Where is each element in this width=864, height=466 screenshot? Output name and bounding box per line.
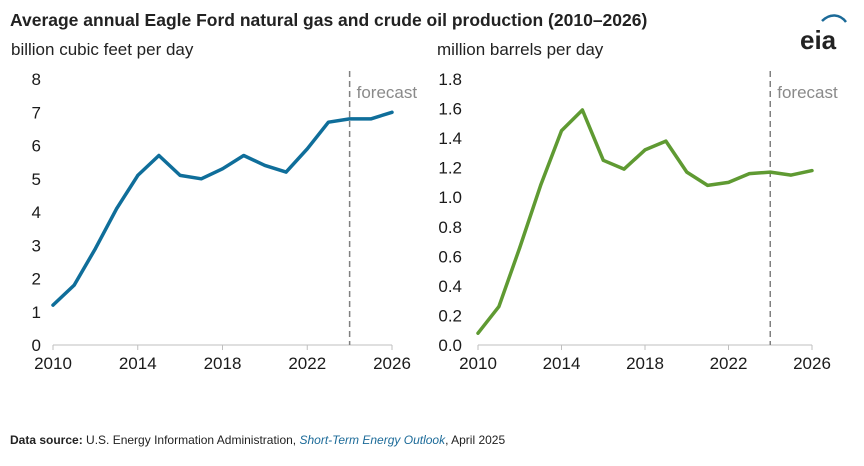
gas-production-chart: 0 1 2 3 4 5 6 7 8 2010 2014 2018 2022 2026 forecast bbox=[32, 70, 418, 373]
x-tick-label: 2022 bbox=[288, 354, 326, 373]
oil-production-chart: 0.0 0.2 0.4 0.6 0.8 1.0 1.2 1.4 1.6 1.8 2010 2014 20… bbox=[438, 70, 838, 373]
data-point bbox=[622, 167, 626, 171]
data-point bbox=[560, 129, 563, 133]
x-tick-label: 2018 bbox=[204, 354, 242, 373]
y-tick-label: 1.4 bbox=[438, 129, 462, 148]
data-point bbox=[178, 173, 182, 177]
y-tick-label: 5 bbox=[32, 170, 41, 189]
x-tick-label: 2026 bbox=[373, 354, 411, 373]
y-tick-label: 0.6 bbox=[438, 247, 462, 266]
data-point bbox=[664, 139, 668, 143]
data-point bbox=[263, 163, 267, 167]
data-series-line bbox=[476, 108, 814, 335]
footer-label: Data source: bbox=[10, 433, 83, 447]
footer-date: , April 2025 bbox=[445, 433, 506, 447]
data-point bbox=[136, 173, 140, 177]
y-tick-label: 0.8 bbox=[438, 218, 462, 237]
gas-unit-label: billion cubic feet per day bbox=[11, 40, 194, 59]
y-tick-label: 7 bbox=[32, 103, 41, 122]
data-point bbox=[476, 331, 480, 335]
data-point bbox=[580, 108, 584, 112]
data-point bbox=[643, 148, 647, 152]
eia-logo: eia bbox=[800, 12, 850, 55]
forecast-label: forecast bbox=[777, 83, 838, 102]
data-series-line bbox=[51, 110, 394, 307]
data-point bbox=[497, 305, 501, 309]
x-tick-label: 2010 bbox=[34, 354, 72, 373]
data-point bbox=[157, 153, 161, 157]
data-point bbox=[810, 169, 814, 173]
data-point bbox=[326, 120, 330, 124]
logo-arc-icon bbox=[821, 14, 847, 23]
y-tick-label: 1.0 bbox=[438, 188, 462, 207]
data-point bbox=[199, 177, 203, 181]
x-tick-label: 2014 bbox=[119, 354, 157, 373]
data-point bbox=[539, 183, 543, 187]
data-point bbox=[93, 247, 97, 251]
x-tick-label: 2018 bbox=[626, 354, 664, 373]
y-tick-label: 3 bbox=[32, 236, 41, 255]
data-point bbox=[369, 117, 373, 121]
x-tick-label: 2014 bbox=[543, 354, 581, 373]
forecast-label: forecast bbox=[357, 83, 418, 102]
data-point bbox=[518, 245, 522, 249]
y-tick-label: 0.0 bbox=[438, 336, 462, 355]
y-tick-label: 6 bbox=[32, 137, 41, 156]
y-tick-label: 0 bbox=[32, 336, 41, 355]
data-point bbox=[747, 172, 751, 176]
charts-svg: 0 1 2 3 4 5 6 7 8 2010 2014 2018 2022 2026 forecast 0.… bbox=[32, 70, 838, 373]
footer-publication-link[interactable]: Short-Term Energy Outlook bbox=[299, 433, 446, 447]
x-tick-label: 2010 bbox=[459, 354, 497, 373]
x-tick-label: 2022 bbox=[710, 354, 748, 373]
footer-source-text: U.S. Energy Information Administration, bbox=[82, 433, 300, 447]
data-point bbox=[51, 303, 55, 307]
chart-title: Average annual Eagle Ford natural gas an… bbox=[10, 10, 648, 30]
y-tick-label: 4 bbox=[32, 203, 41, 222]
data-point bbox=[789, 173, 793, 177]
logo-text: eia bbox=[800, 25, 837, 55]
data-point bbox=[768, 170, 772, 174]
oil-unit-label: million barrels per day bbox=[437, 40, 604, 59]
data-point bbox=[72, 283, 76, 287]
y-tick-label: 0.2 bbox=[438, 306, 462, 325]
data-point bbox=[685, 170, 689, 174]
data-point bbox=[115, 207, 119, 211]
x-tick-label: 2026 bbox=[793, 354, 831, 373]
data-point bbox=[284, 170, 288, 174]
y-tick-label: 1.6 bbox=[438, 100, 462, 119]
data-point bbox=[348, 117, 352, 121]
data-point bbox=[242, 153, 246, 157]
y-tick-label: 1.2 bbox=[438, 159, 462, 178]
data-point bbox=[305, 147, 309, 151]
y-tick-label: 1 bbox=[32, 303, 41, 322]
y-tick-label: 8 bbox=[32, 70, 41, 89]
y-tick-label: 2 bbox=[32, 270, 41, 289]
data-point bbox=[221, 167, 224, 171]
data-point bbox=[390, 110, 394, 114]
data-point bbox=[706, 183, 710, 187]
y-tick-label: 1.8 bbox=[438, 70, 462, 89]
y-tick-label: 0.4 bbox=[438, 277, 462, 296]
data-point bbox=[727, 180, 730, 184]
data-point bbox=[601, 158, 605, 162]
footer-source: Data source: U.S. Energy Information Adm… bbox=[10, 433, 505, 447]
